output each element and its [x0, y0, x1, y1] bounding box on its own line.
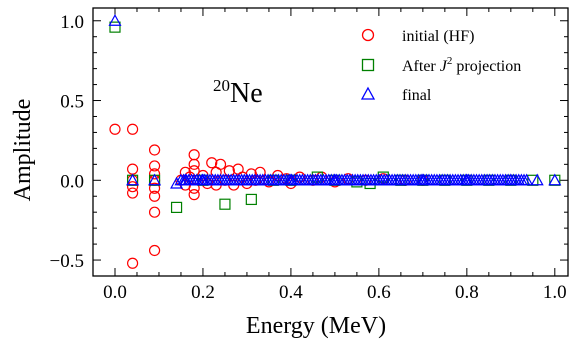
y-tick-label: 0.0 — [60, 171, 84, 192]
data-point-circle — [126, 187, 139, 199]
y-tick-label: 0.5 — [60, 92, 84, 113]
data-point-circle — [206, 157, 218, 169]
x-axis-label: Energy (MeV) — [246, 313, 386, 339]
data-point-circle — [126, 123, 139, 135]
tick-labels: 0.0 0.2 0.4 0.6 0.8 1.0 −0.5 0.0 0.5 1.0 — [50, 12, 567, 303]
y-tick-label: 1.0 — [60, 12, 84, 33]
legend-label-projection: After J2 projection — [402, 55, 521, 75]
data-point-circle — [148, 244, 161, 257]
data-point-triangle — [126, 173, 140, 186]
data-point-triangle — [108, 14, 122, 26]
data-point-triangle — [148, 173, 162, 186]
legend-marker-circle — [361, 28, 375, 42]
data-point-triangle — [548, 173, 562, 186]
y-axis-label: Amplitude — [10, 99, 36, 202]
data-point-circle — [214, 158, 227, 170]
data-point-square — [170, 201, 183, 214]
x-tick-label: 0.2 — [191, 282, 215, 303]
data-series — [108, 14, 562, 269]
legend-item-initial: initial (HF) — [361, 28, 474, 45]
data-point-circle — [109, 123, 121, 135]
data-point-circle — [148, 190, 161, 202]
legend-marker-triangle — [360, 86, 376, 100]
legend-label-initial: initial (HF) — [402, 28, 474, 45]
x-tick-label: 0.6 — [367, 282, 391, 303]
data-point-square — [245, 193, 257, 206]
data-point-triangle — [520, 173, 534, 186]
data-point-circle — [148, 182, 161, 194]
data-point-circle — [148, 160, 161, 172]
x-tick-label: 0.0 — [103, 282, 127, 303]
data-point-circle — [254, 166, 266, 178]
data-point-triangle — [530, 173, 544, 186]
data-point-circle — [126, 181, 139, 193]
legend-item-projection: After J2 projection — [361, 55, 521, 75]
legend: initial (HF) After J2 projection final — [360, 28, 521, 104]
data-point-square — [109, 21, 121, 33]
data-point-circle — [148, 144, 161, 156]
x-tick-label: 0.8 — [455, 282, 479, 303]
nucleus-label: 20Ne — [213, 76, 263, 109]
legend-item-final: final — [360, 86, 432, 104]
nucleus-mass-number: 20 — [213, 76, 230, 95]
data-point-circle — [188, 189, 200, 201]
axis-ticks — [93, 8, 568, 276]
data-point-circle — [148, 206, 161, 218]
legend-label-final: final — [402, 87, 432, 104]
data-point-square — [219, 198, 231, 210]
data-point-circle — [294, 171, 306, 183]
data-point-circle — [188, 158, 200, 170]
x-tick-label: 1.0 — [543, 282, 567, 303]
data-point-circle — [126, 257, 139, 269]
nucleus-symbol: Ne — [230, 78, 263, 109]
y-tick-label: −0.5 — [50, 251, 84, 272]
plot-frame — [92, 7, 569, 277]
data-point-circle — [148, 168, 161, 180]
x-tick-label: 0.4 — [279, 282, 303, 303]
legend-marker-square — [361, 58, 375, 72]
